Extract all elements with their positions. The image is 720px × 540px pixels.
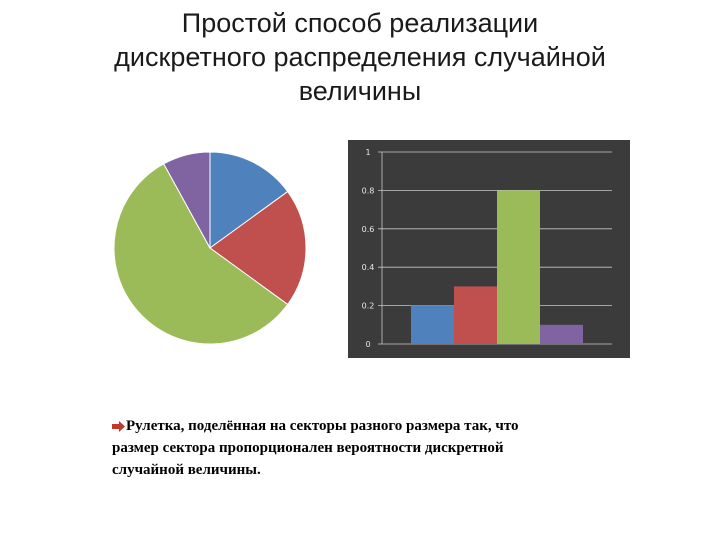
- caption-text: Рулетка, поделённая на секторы разного р…: [126, 418, 519, 434]
- slide-title: Простой способ реализации дискретного ра…: [60, 6, 660, 108]
- pie-slice: [209, 190, 307, 306]
- y-tick-label: 0.2: [362, 302, 375, 311]
- caption-line-1: Рулетка, поделённая на секторы разного р…: [112, 415, 612, 437]
- caption-line-2: размер сектора пропорционален вероятност…: [112, 440, 504, 456]
- bar: [454, 286, 497, 344]
- pie-slice: [113, 163, 289, 345]
- y-tick-label: 1: [365, 148, 370, 157]
- caption: Рулетка, поделённая на секторы разного р…: [112, 415, 612, 481]
- y-tick-label: 0.4: [362, 263, 375, 272]
- bar: [540, 324, 583, 344]
- arrow-bullet-icon: [112, 421, 125, 433]
- y-tick-label: 0.8: [362, 186, 375, 195]
- title-line: Простой способ реализации: [181, 8, 539, 38]
- pie-slice: [163, 151, 211, 249]
- caption-line-3: случайной величины.: [112, 462, 261, 478]
- y-tick-label: 0: [365, 340, 370, 349]
- pie-chart: [113, 151, 307, 345]
- bar-chart: 0 0.2 0.4 0.6 0.8 1: [348, 140, 630, 358]
- y-tick-label: 0.6: [362, 225, 375, 234]
- title-line: величины: [298, 76, 422, 106]
- title-line: дискретного распределения случайной: [114, 42, 606, 72]
- bar: [411, 305, 454, 344]
- pie-slice: [209, 151, 289, 249]
- bar: [497, 190, 540, 344]
